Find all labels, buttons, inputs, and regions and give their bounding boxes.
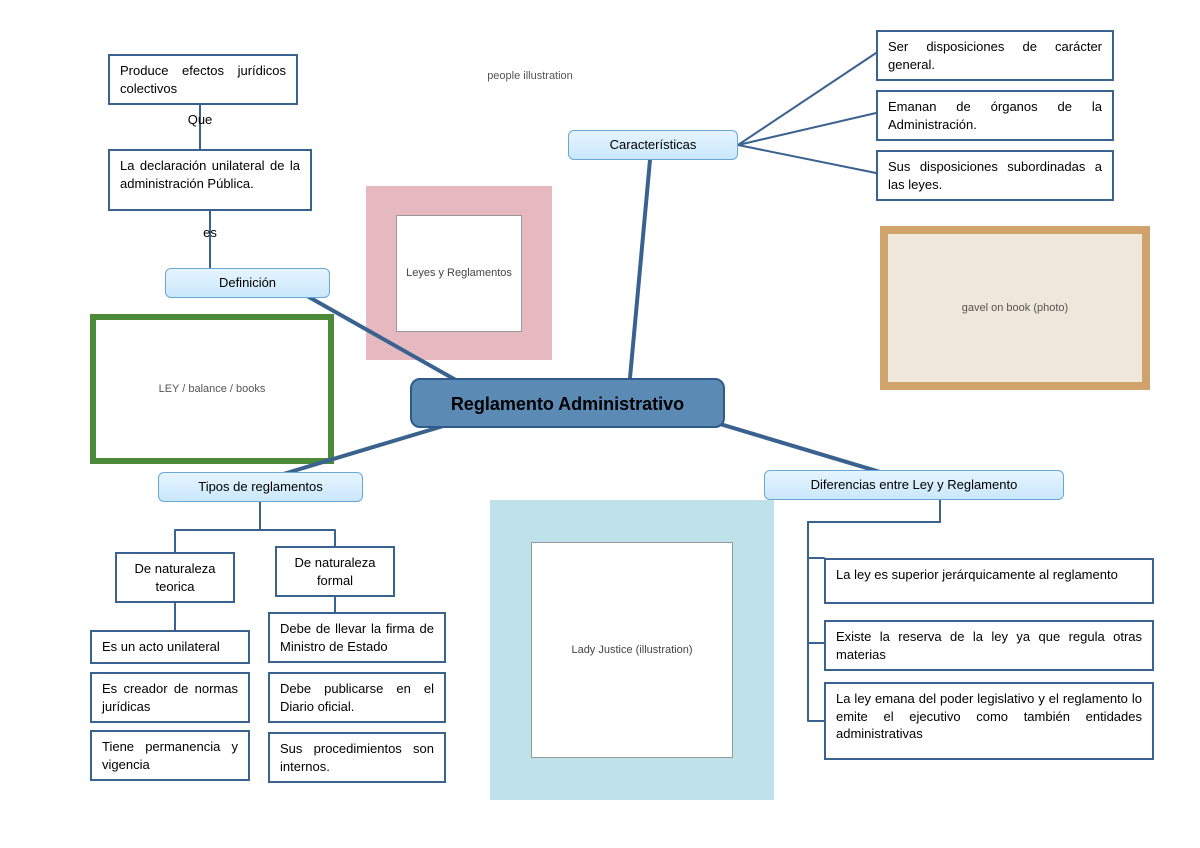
img_justice: Lady Justice (illustration)	[490, 500, 774, 800]
label-es: es	[190, 225, 230, 240]
img_gavel: gavel on book (photo)	[880, 226, 1150, 390]
box-tip_for_3: Sus procedimientos son internos.	[268, 732, 446, 783]
label-que: Que	[170, 112, 230, 127]
img_ley: LEY / balance / books	[90, 314, 334, 464]
box-car_1: Ser disposiciones de carácter general.	[876, 30, 1114, 81]
pill-diferencias: Diferencias entre Ley y Reglamento	[764, 470, 1064, 500]
box-tip_teo_h: De naturaleza teorica	[115, 552, 235, 603]
box-dif_3: La ley emana del poder legislativo y el …	[824, 682, 1154, 760]
box-dif_1: La ley es superior jerárquicamente al re…	[824, 558, 1154, 604]
pill-caracteristicas: Características	[568, 130, 738, 160]
box-def_a: Produce efectos jurídicos colectivos	[108, 54, 298, 105]
box-dif_2: Existe la reserva de la ley ya que regul…	[824, 620, 1154, 671]
img_team: people illustration	[395, 16, 665, 136]
box-tip_for_1: Debe de llevar la firma de Ministro de E…	[268, 612, 446, 663]
box-tip_teo_3: Tiene permanencia y vigencia	[90, 730, 250, 781]
pill-tipos: Tipos de reglamentos	[158, 472, 363, 502]
img_leyes: Leyes y Reglamentos	[366, 186, 552, 360]
box-car_2: Emanan de órganos de la Administración.	[876, 90, 1114, 141]
box-tip_teo_2: Es creador de normas jurídicas	[90, 672, 250, 723]
pill-definicion: Definición	[165, 268, 330, 298]
box-def_b: La declaración unilateral de la administ…	[108, 149, 312, 211]
box-tip_for_h: De naturaleza formal	[275, 546, 395, 597]
box-tip_for_2: Debe publicarse en el Diario oficial.	[268, 672, 446, 723]
box-car_3: Sus disposiciones subordinadas a las ley…	[876, 150, 1114, 201]
central-node: Reglamento Administrativo	[410, 378, 725, 428]
box-tip_teo_1: Es un acto unilateral	[90, 630, 250, 664]
